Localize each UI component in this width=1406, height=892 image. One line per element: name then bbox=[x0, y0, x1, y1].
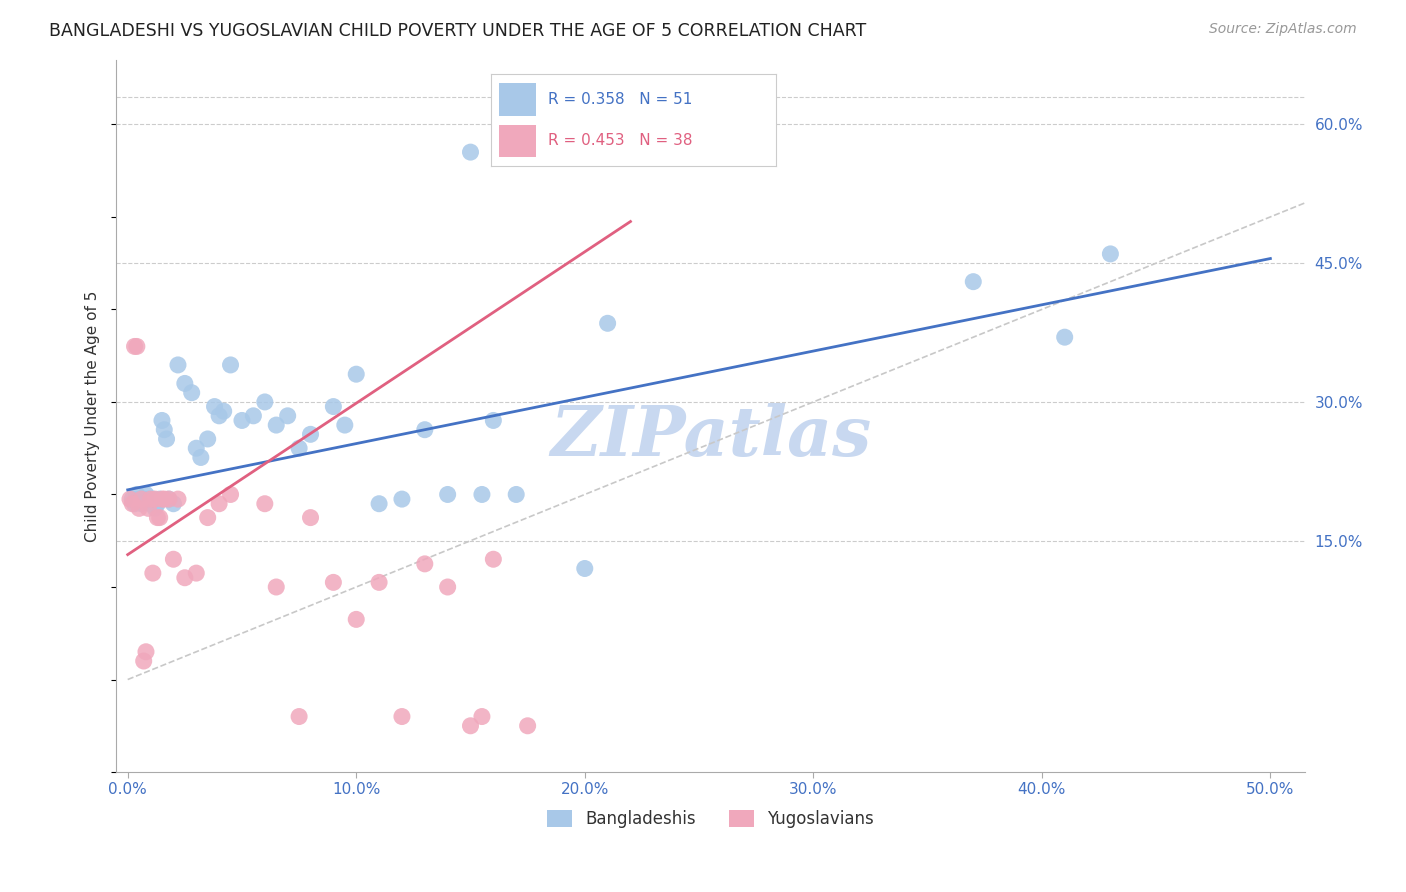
Point bbox=[153, 423, 176, 437]
Point bbox=[1053, 330, 1076, 344]
Point bbox=[1099, 247, 1122, 261]
Point bbox=[460, 145, 482, 160]
Point bbox=[167, 492, 190, 507]
Point bbox=[190, 450, 212, 465]
Point bbox=[516, 719, 538, 733]
Point bbox=[288, 441, 311, 455]
Point bbox=[231, 413, 253, 427]
Point bbox=[136, 492, 159, 507]
Point bbox=[208, 409, 231, 423]
Point bbox=[167, 358, 190, 372]
Point bbox=[962, 275, 984, 289]
Point bbox=[299, 510, 322, 524]
Point bbox=[173, 376, 195, 391]
Text: ZIPatlas: ZIPatlas bbox=[550, 403, 872, 471]
Point bbox=[131, 492, 153, 507]
Point bbox=[124, 339, 146, 353]
Text: BANGLADESHI VS YUGOSLAVIAN CHILD POVERTY UNDER THE AGE OF 5 CORRELATION CHART: BANGLADESHI VS YUGOSLAVIAN CHILD POVERTY… bbox=[49, 22, 866, 40]
Point bbox=[212, 404, 235, 418]
Point bbox=[288, 709, 311, 723]
Point bbox=[299, 427, 322, 442]
Point bbox=[139, 492, 162, 507]
Point bbox=[253, 497, 276, 511]
Point bbox=[121, 492, 143, 507]
Point bbox=[197, 510, 219, 524]
Point bbox=[132, 654, 155, 668]
Point bbox=[157, 492, 180, 507]
Point bbox=[162, 497, 184, 511]
Point bbox=[344, 367, 367, 381]
Point bbox=[482, 413, 505, 427]
Point bbox=[277, 409, 299, 423]
Point bbox=[368, 575, 391, 590]
Point bbox=[143, 492, 166, 507]
Legend: Bangladeshis, Yugoslavians: Bangladeshis, Yugoslavians bbox=[540, 804, 880, 835]
Y-axis label: Child Poverty Under the Age of 5: Child Poverty Under the Age of 5 bbox=[86, 290, 100, 541]
Point bbox=[574, 561, 596, 575]
Point bbox=[264, 418, 287, 433]
Point bbox=[460, 719, 482, 733]
Point bbox=[150, 413, 173, 427]
Point bbox=[149, 492, 172, 507]
Point bbox=[219, 358, 242, 372]
Point bbox=[197, 432, 219, 446]
Point bbox=[142, 492, 165, 507]
Point bbox=[124, 497, 146, 511]
Point bbox=[132, 492, 155, 507]
Point bbox=[142, 566, 165, 581]
Point bbox=[153, 492, 176, 507]
Point bbox=[413, 423, 436, 437]
Point bbox=[139, 497, 162, 511]
Point bbox=[253, 395, 276, 409]
Point bbox=[596, 316, 619, 330]
Point bbox=[155, 432, 177, 446]
Point bbox=[186, 441, 208, 455]
Point bbox=[436, 487, 458, 501]
Point bbox=[146, 510, 169, 524]
Point bbox=[322, 400, 344, 414]
Point bbox=[333, 418, 356, 433]
Point bbox=[135, 645, 157, 659]
Point bbox=[391, 492, 413, 507]
Point bbox=[436, 580, 458, 594]
Point bbox=[368, 497, 391, 511]
Point bbox=[135, 487, 157, 501]
Point bbox=[162, 552, 184, 566]
Point bbox=[471, 487, 494, 501]
Point bbox=[128, 501, 150, 516]
Point bbox=[264, 580, 287, 594]
Point bbox=[173, 571, 195, 585]
Point bbox=[146, 497, 169, 511]
Point bbox=[136, 501, 159, 516]
Point bbox=[121, 497, 143, 511]
Point bbox=[125, 339, 148, 353]
Point bbox=[482, 552, 505, 566]
Point bbox=[118, 492, 141, 507]
Point bbox=[344, 612, 367, 626]
Point bbox=[128, 492, 150, 507]
Point bbox=[125, 487, 148, 501]
Point bbox=[186, 566, 208, 581]
Point bbox=[204, 400, 226, 414]
Point bbox=[391, 709, 413, 723]
Point bbox=[322, 575, 344, 590]
Point bbox=[413, 557, 436, 571]
Point bbox=[505, 487, 527, 501]
Point bbox=[131, 497, 153, 511]
Point bbox=[208, 497, 231, 511]
Text: Source: ZipAtlas.com: Source: ZipAtlas.com bbox=[1209, 22, 1357, 37]
Point bbox=[471, 709, 494, 723]
Point bbox=[143, 501, 166, 516]
Point bbox=[150, 492, 173, 507]
Point bbox=[219, 487, 242, 501]
Point bbox=[180, 385, 202, 400]
Point bbox=[242, 409, 264, 423]
Point bbox=[157, 492, 180, 507]
Point bbox=[149, 510, 172, 524]
